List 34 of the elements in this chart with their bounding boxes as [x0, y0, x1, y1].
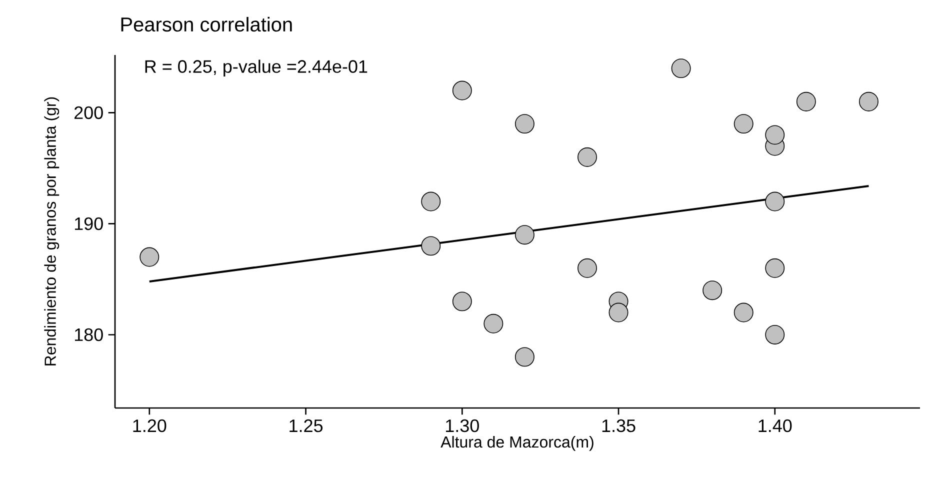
point	[514, 225, 534, 245]
point	[514, 347, 534, 367]
point	[734, 114, 754, 134]
y-tick-label: 190	[74, 217, 103, 230]
x-axis-title: Altura de Mazorca(m)	[440, 436, 594, 451]
point	[514, 114, 534, 134]
point	[765, 325, 785, 344]
point	[421, 192, 441, 212]
point	[796, 92, 816, 112]
y-tick-label: 200	[74, 106, 103, 120]
point	[765, 192, 785, 212]
y-tick-label: 180	[74, 328, 103, 342]
x-tick-label: 1.35	[602, 419, 636, 432]
point	[421, 236, 441, 256]
point	[452, 292, 472, 312]
point	[765, 125, 785, 145]
annotation: R = 0.25, p-value =2.44e-01	[145, 60, 368, 76]
point	[452, 80, 472, 100]
point	[671, 58, 691, 78]
point	[734, 302, 754, 322]
x-tick-label: 1.30	[446, 419, 479, 432]
point	[578, 147, 597, 167]
x-tick-label: 1.20	[133, 419, 166, 432]
point	[608, 302, 628, 322]
point	[765, 258, 785, 278]
point	[578, 258, 597, 278]
point	[484, 314, 504, 334]
x-tick-label: 1.40	[758, 419, 792, 432]
point	[702, 280, 722, 300]
y-axis-title: Rendimiento de granos por planta (gr)	[44, 97, 60, 366]
x-tick-label: 1.25	[290, 419, 323, 432]
chart-title: Pearson correlation	[121, 16, 292, 32]
point	[858, 92, 878, 112]
point	[140, 247, 160, 267]
